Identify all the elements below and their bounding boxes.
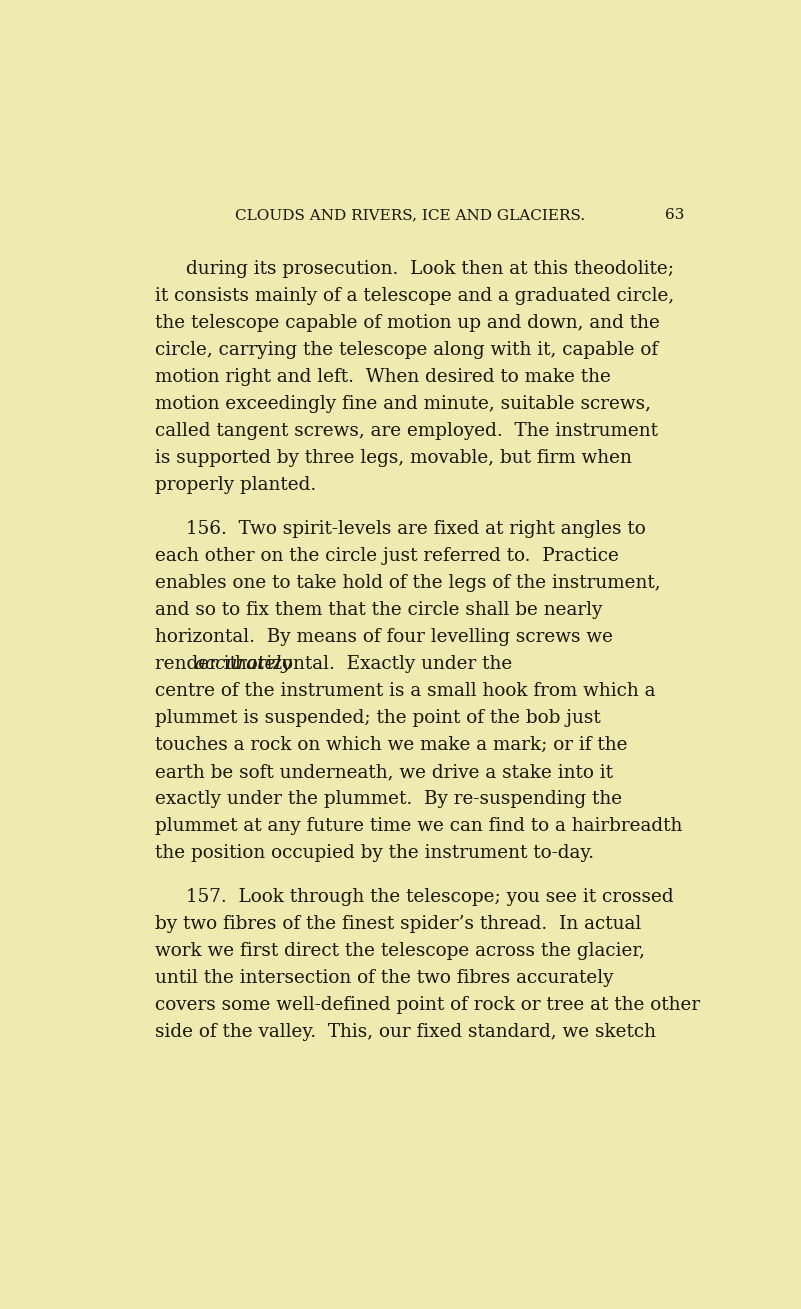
Text: earth be soft underneath, we drive a stake into it: earth be soft underneath, we drive a sta… [155,763,613,781]
Text: render it: render it [155,656,243,673]
Text: touches a rock on which we make a mark; or if the: touches a rock on which we make a mark; … [155,736,627,754]
Text: 63: 63 [665,208,684,223]
Text: work we first direct the telescope across the glacier,: work we first direct the telescope acros… [155,942,645,961]
Text: exactly under the plummet.  By re-suspending the: exactly under the plummet. By re-suspend… [155,791,622,808]
Text: is supported by three legs, movable, but firm when: is supported by three legs, movable, but… [155,449,632,467]
Text: during its prosecution.  Look then at this theodolite;: during its prosecution. Look then at thi… [186,260,674,278]
Text: the telescope capable of motion up and down, and the: the telescope capable of motion up and d… [155,314,660,332]
Text: and so to fix them that the circle shall be nearly: and so to fix them that the circle shall… [155,601,602,619]
Text: centre of the instrument is a small hook from which a: centre of the instrument is a small hook… [155,682,655,700]
Text: plummet is suspended; the point of the bob just: plummet is suspended; the point of the b… [155,709,601,728]
Text: side of the valley.  This, our fixed standard, we sketch: side of the valley. This, our fixed stan… [155,1024,656,1042]
Text: plummet at any future time we can find to a hairbreadth: plummet at any future time we can find t… [155,817,682,835]
Text: horizontal.  Exactly under the: horizontal. Exactly under the [229,656,512,673]
Text: CLOUDS AND RIVERS, ICE AND GLACIERS.: CLOUDS AND RIVERS, ICE AND GLACIERS. [235,208,586,223]
Text: motion exceedingly fine and minute, suitable screws,: motion exceedingly fine and minute, suit… [155,395,650,412]
Text: called tangent screws, are employed.  The instrument: called tangent screws, are employed. The… [155,421,658,440]
Text: 156.  Two spirit-levels are fixed at right angles to: 156. Two spirit-levels are fixed at righ… [186,520,646,538]
Text: enables one to take hold of the legs of the instrument,: enables one to take hold of the legs of … [155,575,660,592]
Text: horizontal.  By means of four levelling screws we: horizontal. By means of four levelling s… [155,628,613,647]
Text: by two fibres of the finest spider’s thread.  In actual: by two fibres of the finest spider’s thr… [155,915,641,933]
Text: motion right and left.  When desired to make the: motion right and left. When desired to m… [155,368,610,386]
Text: until the intersection of the two fibres accurately: until the intersection of the two fibres… [155,970,614,987]
Text: 157.  Look through the telescope; you see it crossed: 157. Look through the telescope; you see… [186,889,674,906]
Text: properly planted.: properly planted. [155,476,316,493]
Text: it consists mainly of a telescope and a graduated circle,: it consists mainly of a telescope and a … [155,287,674,305]
Text: the position occupied by the instrument to-day.: the position occupied by the instrument … [155,844,594,863]
Text: each other on the circle just referred to.  Practice: each other on the circle just referred t… [155,547,618,565]
Text: circle, carrying the telescope along with it, capable of: circle, carrying the telescope along wit… [155,340,658,359]
Text: accurately: accurately [194,656,292,673]
Text: covers some well-defined point of rock or tree at the other: covers some well-defined point of rock o… [155,996,700,1014]
